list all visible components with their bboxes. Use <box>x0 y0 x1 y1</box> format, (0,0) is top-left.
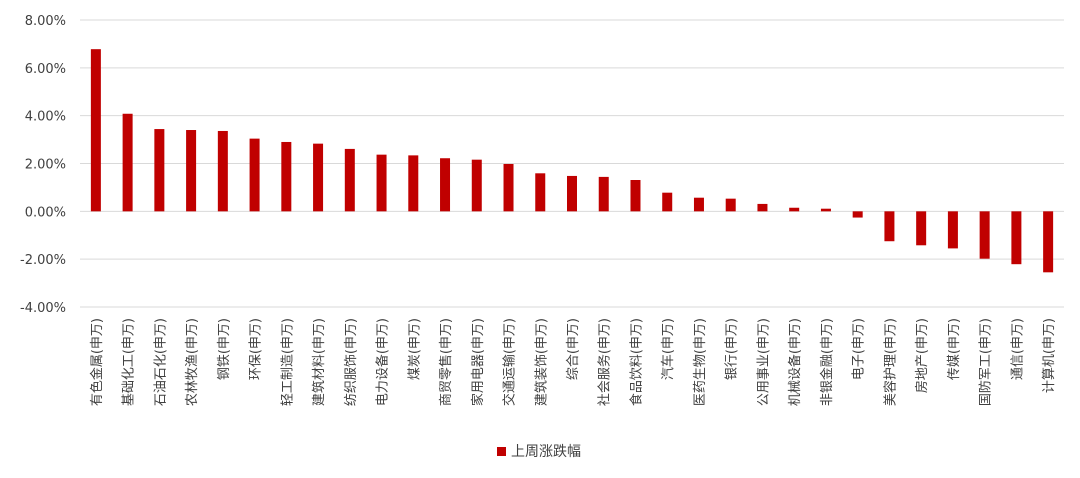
y-axis-ticks: 8.00% 6.00% 4.00% 2.00% 0.00% -2.00% -4.00% <box>20 14 66 316</box>
x-tick-label: 通信(申万) <box>1010 318 1025 380</box>
x-axis-ticks: 有色金属(申万) 基础化工(申万) 石油石化(申万) 农林牧渔(申万) 钢铁(申万) 环保… <box>89 318 1057 406</box>
y-tick-label: 8.00% <box>25 14 66 29</box>
x-tick-label: 银行(申万) <box>725 318 740 380</box>
x-tick-label: 农林牧渔(申万) <box>185 318 200 406</box>
x-tick-label: 电力设备(申万) <box>375 318 391 406</box>
bar <box>376 154 387 212</box>
legend-swatch <box>497 447 506 456</box>
bar <box>281 141 292 212</box>
legend: 上周涨跌幅 <box>497 444 581 460</box>
bar <box>186 130 197 212</box>
x-tick-label: 家用电器(申万) <box>470 318 486 406</box>
x-tick-label: 国防军工(申万) <box>978 318 994 406</box>
x-tick-label: 社会服务(申万) <box>597 318 613 406</box>
x-tick-label: 钢铁(申万) <box>217 318 232 380</box>
bar <box>90 49 101 212</box>
bar <box>217 130 228 212</box>
bar <box>567 175 577 212</box>
x-tick-label: 汽车(申万) <box>660 318 676 380</box>
x-tick-label: 基础化工(申万) <box>122 318 137 406</box>
x-tick-label: 电子(申万) <box>852 318 867 380</box>
bar <box>693 197 704 212</box>
bar <box>789 207 800 212</box>
bars-series-1 <box>90 49 1054 273</box>
x-tick-label: 美容护理(申万) <box>882 318 898 406</box>
y-tick-label: 6.00% <box>25 62 66 77</box>
bar <box>471 159 482 212</box>
bar <box>916 211 927 246</box>
legend-label: 上周涨跌幅 <box>511 444 581 460</box>
x-tick-label: 医药生物(申万) <box>693 318 708 406</box>
x-tick-label: 机械设备(申万) <box>787 318 803 406</box>
bar <box>820 208 831 212</box>
bar <box>662 192 673 212</box>
bar <box>884 211 895 242</box>
x-tick-label: 综合(申万) <box>566 318 581 380</box>
bar <box>154 129 165 212</box>
x-tick-label: 建筑装饰(申万) <box>533 318 549 406</box>
bar <box>630 180 641 212</box>
bar <box>979 211 990 259</box>
x-tick-label: 房地产(申万) <box>914 318 930 393</box>
bar <box>122 113 133 212</box>
y-tick-label: -2.00% <box>20 253 66 268</box>
bar <box>313 143 324 212</box>
bar <box>1043 211 1054 273</box>
bar <box>757 203 768 212</box>
bar <box>535 173 546 212</box>
x-tick-label: 纺织服饰(申万) <box>344 318 359 406</box>
bar <box>503 163 514 212</box>
x-tick-label: 公用事业(申万) <box>756 318 771 406</box>
x-tick-label: 商贸零售(申万) <box>438 318 454 406</box>
y-tick-label: -4.00% <box>20 301 66 316</box>
x-tick-label: 石油石化(申万) <box>153 318 168 406</box>
bar <box>947 211 958 249</box>
x-tick-label: 煤炭(申万) <box>407 318 422 380</box>
bar <box>344 148 355 212</box>
bar <box>598 176 609 212</box>
y-tick-label: 4.00% <box>25 110 66 125</box>
bar <box>440 158 451 212</box>
y-tick-label: 0.00% <box>25 205 66 220</box>
x-tick-label: 有色金属(申万) <box>89 318 105 406</box>
x-tick-label: 计算机(申万) <box>1042 318 1057 393</box>
x-tick-label: 传媒(申万) <box>947 318 962 380</box>
bar <box>852 211 863 218</box>
x-tick-label: 非银金融(申万) <box>819 318 835 406</box>
x-tick-label: 交通运输(申万) <box>502 318 518 406</box>
bar <box>1011 211 1022 265</box>
x-tick-label: 建筑材料(申万) <box>311 318 327 406</box>
bar <box>249 138 260 212</box>
x-tick-label: 食品饮料(申万) <box>628 318 644 406</box>
x-tick-label: 轻工制造(申万) <box>280 318 295 406</box>
bar <box>408 155 419 212</box>
y-tick-label: 2.00% <box>25 158 66 173</box>
x-tick-label: 环保(申万) <box>249 318 264 380</box>
bar <box>725 198 736 212</box>
